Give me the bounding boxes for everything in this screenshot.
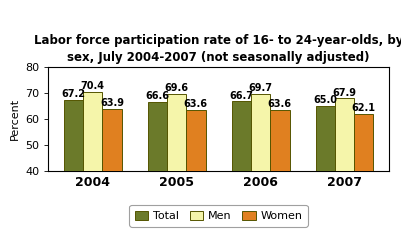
Text: 66.7: 66.7 (229, 91, 253, 101)
Text: 63.9: 63.9 (100, 98, 124, 108)
Y-axis label: Percent: Percent (9, 98, 19, 140)
Text: 70.4: 70.4 (81, 81, 105, 91)
Bar (186, 109, 206, 238)
Text: 69.6: 69.6 (164, 83, 188, 93)
Bar (354, 114, 373, 238)
Text: 63.6: 63.6 (184, 99, 208, 109)
Bar (102, 109, 122, 238)
Text: 69.7: 69.7 (249, 83, 273, 93)
Bar (83, 92, 102, 238)
Bar (167, 94, 186, 238)
Bar (316, 106, 335, 238)
Bar (270, 109, 290, 238)
Bar (251, 94, 270, 238)
Bar (64, 100, 83, 238)
Text: 66.6: 66.6 (145, 91, 169, 101)
Text: 67.9: 67.9 (332, 88, 356, 98)
Text: 65.0: 65.0 (313, 95, 337, 105)
Bar (335, 98, 354, 238)
Title: Labor force participation rate of 16- to 24-year-olds, by
sex, July 2004-2007 (n: Labor force participation rate of 16- to… (34, 34, 401, 64)
Text: 63.6: 63.6 (268, 99, 292, 109)
Text: 62.1: 62.1 (352, 103, 376, 113)
Legend: Total, Men, Women: Total, Men, Women (130, 205, 308, 227)
Bar (148, 102, 167, 238)
Text: 67.2: 67.2 (61, 89, 85, 99)
Bar (231, 101, 251, 238)
